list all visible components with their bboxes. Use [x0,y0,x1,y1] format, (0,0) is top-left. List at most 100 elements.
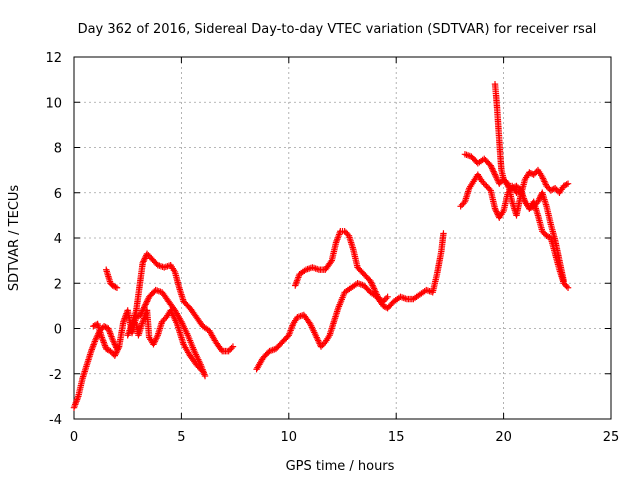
data-point [113,347,121,355]
data-point [493,209,501,217]
data-point [541,179,549,187]
data-point [384,293,391,301]
data-point [487,162,494,169]
data-point [544,184,552,191]
data-point [104,346,111,353]
data-point [144,296,151,304]
data-point [551,185,559,192]
data-point [550,185,557,193]
data-point [492,206,499,214]
y-tick-label: 10 [45,96,62,111]
axis-layer: 0 5 10 15 20 25 -4 -2 0 2 4 6 8 10 12 [45,51,619,445]
data-point [543,182,550,190]
data-point [198,366,205,374]
x-axis-label: GPS time / hours [286,459,395,474]
data-point [114,346,121,353]
data-point [531,201,539,209]
data-point [457,203,464,210]
data-point [490,168,497,175]
data-point [381,296,388,304]
data-point [540,176,547,184]
data-point [109,336,116,344]
data-point [526,169,533,176]
data-point [504,189,512,196]
y-axis-label: SDTVAR / TECUs [7,185,22,292]
data-point [115,344,122,352]
data-point [140,258,147,265]
x-tick-label: 10 [281,430,298,445]
data-point [543,232,550,239]
data-point [161,315,169,322]
data-point [560,182,567,190]
data-point [109,282,116,289]
data-point [320,340,328,347]
data-point [140,304,148,311]
data-point [201,372,209,380]
data-point [160,317,167,324]
series-sat-arc-3 [90,286,209,380]
data-point [493,208,500,215]
series-sat-arc-1 [70,323,121,411]
data-point [481,181,489,188]
data-point [489,166,497,174]
data-point [368,280,376,288]
data-point [140,305,147,313]
data-point [486,185,493,193]
grid-layer [74,57,611,419]
data-point [370,285,378,292]
data-point [142,301,149,308]
data-point [143,299,150,307]
data-point [341,228,348,235]
data-point [141,255,149,262]
data-point [373,291,381,298]
data-point [92,335,100,342]
data-point [313,334,320,341]
y-tick-label: 8 [54,142,62,157]
data-point [536,195,543,202]
data-point [145,252,152,259]
data-point [564,180,572,187]
data-point [199,368,207,375]
data-point [226,346,234,353]
data-point [141,302,149,310]
data-point [107,347,114,355]
data-point [110,283,118,290]
y-tick-label: 2 [54,277,62,292]
data-point [493,175,501,183]
data-point [102,323,109,331]
y-tick-label: 0 [54,323,62,338]
data-point [344,231,351,238]
data-point [370,283,377,291]
data-point [460,200,467,207]
data-point [478,178,486,185]
chart-title: Day 362 of 2016, Sidereal Day-to-day VTE… [78,22,597,37]
data-point [100,323,108,330]
data-point [112,350,119,358]
data-point [496,180,503,187]
y-tick-label: 4 [54,232,62,247]
data-point [103,345,110,353]
data-point [342,229,350,236]
y-tick-label: -4 [49,413,62,428]
data-point [378,297,386,304]
series-sat-arc-10 [491,80,567,285]
data-point [314,337,322,344]
y-tick-label: 6 [54,187,62,202]
data-point [367,279,375,286]
series-sat-arc-2 [103,266,121,291]
data-point [540,229,547,236]
data-point [229,343,237,350]
data-point [110,338,117,345]
data-point [228,344,235,352]
data-point [564,284,572,291]
data-point [113,284,121,291]
data-point [506,188,513,195]
data-point [526,205,533,212]
data-point [151,338,159,345]
marks-layer [70,80,572,411]
data-point [153,335,160,342]
data-point [140,256,148,264]
data-point [491,205,499,212]
